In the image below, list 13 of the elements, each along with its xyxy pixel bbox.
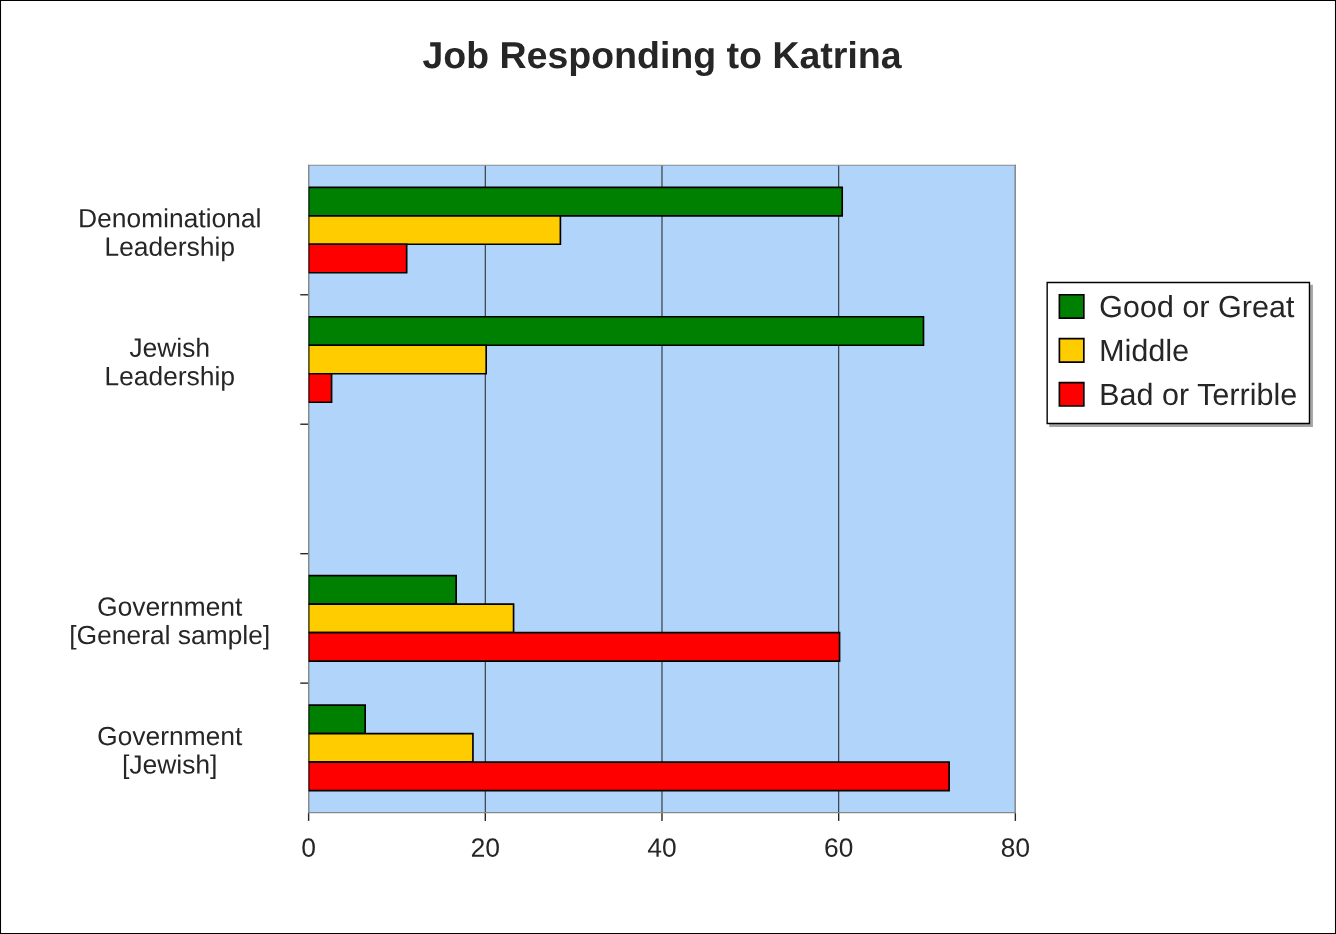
- y-tick-label: Government [Jewish]: [98, 726, 243, 780]
- chart-title: Job Responding to Katrina: [422, 40, 902, 77]
- legend-label: Bad or Terrible: [1101, 382, 1296, 406]
- x-tick-label: 80: [1001, 838, 1030, 857]
- legend-label: Good or Great: [1100, 294, 1295, 318]
- x-tick-label: 60: [825, 838, 853, 857]
- y-tick-label: Government [General sample]: [71, 597, 269, 650]
- y-tick-label: Denominational Leadership: [80, 208, 260, 262]
- legend-label: Middle: [1101, 338, 1188, 362]
- x-tick-label: 20: [471, 838, 499, 857]
- y-tick-label: Jewish Leadership: [106, 337, 234, 391]
- x-tick-label: 40: [647, 838, 676, 857]
- x-tick-label: 0: [302, 838, 315, 857]
